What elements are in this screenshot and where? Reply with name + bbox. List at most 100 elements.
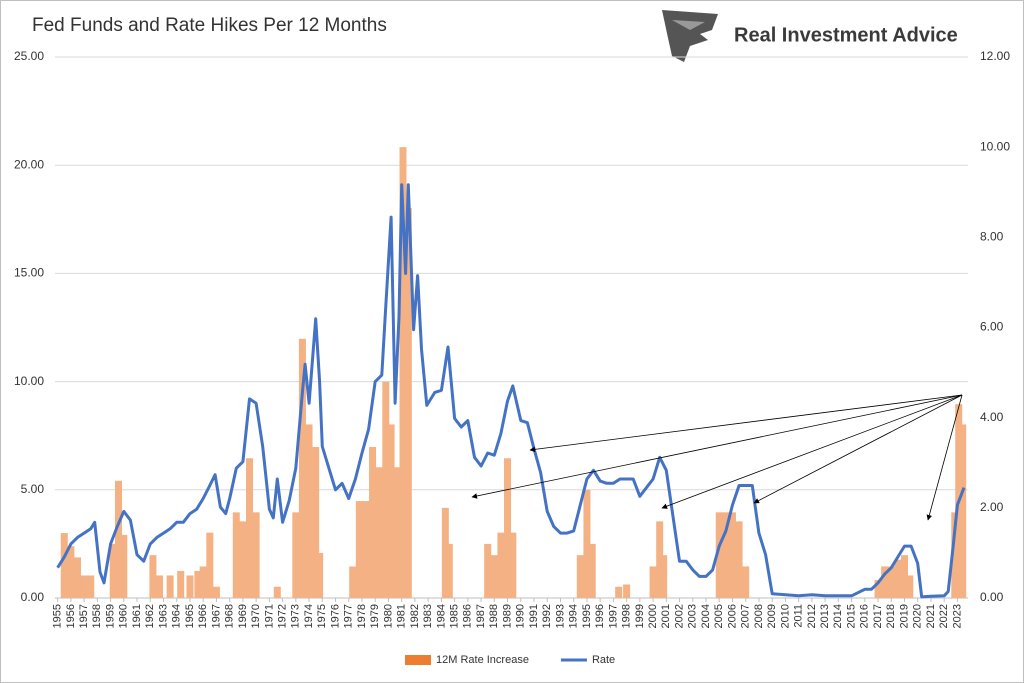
bar	[874, 579, 882, 598]
bar	[660, 555, 668, 598]
bar	[156, 575, 164, 598]
x-tick-label: 1993	[554, 604, 566, 628]
x-tick-label: 2019	[898, 604, 910, 628]
bar	[349, 566, 357, 598]
bar	[239, 521, 247, 598]
x-tick-label: 1972	[276, 604, 288, 628]
bar	[60, 533, 68, 598]
bar	[316, 552, 324, 598]
x-tick-label: 1971	[263, 604, 275, 628]
x-tick-label: 1987	[475, 604, 487, 628]
x-tick-label: 2012	[806, 604, 818, 628]
bar	[484, 543, 492, 598]
bar	[177, 570, 185, 598]
x-tick-label: 2017	[872, 604, 884, 628]
bar	[906, 575, 914, 598]
bar	[387, 424, 395, 598]
bar	[445, 543, 453, 598]
x-tick-label: 1984	[435, 604, 447, 628]
bar	[735, 521, 743, 598]
bar	[441, 507, 449, 598]
x-tick-label: 1997	[607, 604, 619, 628]
bar	[115, 480, 123, 598]
x-tick-label: 1989	[501, 604, 513, 628]
x-tick-label: 1983	[422, 604, 434, 628]
x-tick-label: 1959	[104, 604, 116, 628]
x-tick-label: 2013	[819, 604, 831, 628]
bar	[194, 570, 202, 598]
x-tick-label: 1974	[303, 604, 315, 628]
y2-tick-label: 0.00	[980, 590, 1004, 604]
bar	[252, 512, 260, 598]
x-tick-label: 2005	[713, 604, 725, 628]
bar	[728, 512, 736, 598]
x-tick-label: 1990	[515, 604, 527, 628]
bar	[355, 501, 363, 598]
x-tick-label: 1988	[488, 604, 500, 628]
x-tick-label: 1970	[250, 604, 262, 628]
x-tick-label: 2009	[766, 604, 778, 628]
logo-icon	[662, 10, 718, 62]
line	[56, 183, 966, 599]
y2-tick-label: 2.00	[980, 500, 1004, 514]
bar	[894, 559, 902, 598]
x-tick-label: 1986	[462, 604, 474, 628]
bar	[742, 566, 750, 598]
bar	[900, 555, 908, 598]
bar	[887, 566, 895, 598]
x-tick-label: 2015	[845, 604, 857, 628]
x-tick-label: 1961	[131, 604, 143, 628]
x-tick-label: 1973	[290, 604, 302, 628]
x-tick-label: 1999	[634, 604, 646, 628]
x-tick-label: 2002	[673, 604, 685, 628]
arrow	[529, 394, 963, 453]
x-tick-label: 2023	[951, 604, 963, 628]
x-tick-label: 1992	[541, 604, 553, 628]
bar	[382, 381, 390, 598]
bar	[273, 586, 281, 598]
y2-tick-label: 12.00	[980, 49, 1010, 63]
legend-label: Rate	[592, 654, 615, 666]
bar	[186, 575, 194, 598]
x-tick-label: 1977	[343, 604, 355, 628]
x-tick-label: 1995	[581, 604, 593, 628]
x-tick-label: 1975	[316, 604, 328, 628]
x-tick-label: 1957	[78, 604, 90, 628]
x-tick-label: 1979	[369, 604, 381, 628]
bar	[80, 575, 88, 598]
bar	[73, 557, 81, 598]
y2-tick-label: 4.00	[980, 410, 1004, 424]
arrow	[926, 394, 963, 521]
x-tick-label: 2021	[925, 604, 937, 628]
x-tick-label: 1967	[210, 604, 222, 628]
bar	[504, 458, 512, 598]
legend-swatch	[405, 655, 431, 665]
x-tick-label: 1958	[91, 604, 103, 628]
annotation-arrows	[471, 394, 963, 521]
logo-text: Real Investment Advice	[734, 24, 958, 46]
bar	[399, 147, 407, 598]
x-tick-label: 1968	[224, 604, 236, 628]
legend-label: 12M Rate Increase	[436, 654, 529, 666]
bar	[199, 566, 207, 598]
bar	[246, 458, 254, 598]
bar	[67, 546, 75, 598]
bar	[509, 532, 517, 598]
bar	[298, 338, 306, 598]
bar	[109, 543, 117, 598]
x-tick-label: 1994	[568, 604, 580, 628]
x-tick-label: 1966	[197, 604, 209, 628]
bar	[166, 575, 174, 598]
bar	[722, 512, 730, 598]
bar	[881, 566, 889, 598]
bar	[615, 586, 623, 598]
bar	[588, 543, 596, 598]
x-tick-label: 2008	[753, 604, 765, 628]
x-tick-label: 2020	[912, 604, 924, 628]
bar	[149, 555, 157, 598]
bar	[375, 467, 383, 598]
x-tick-label: 1962	[144, 604, 156, 628]
x-tick-label: 2016	[859, 604, 871, 628]
x-tick-label: 1996	[594, 604, 606, 628]
